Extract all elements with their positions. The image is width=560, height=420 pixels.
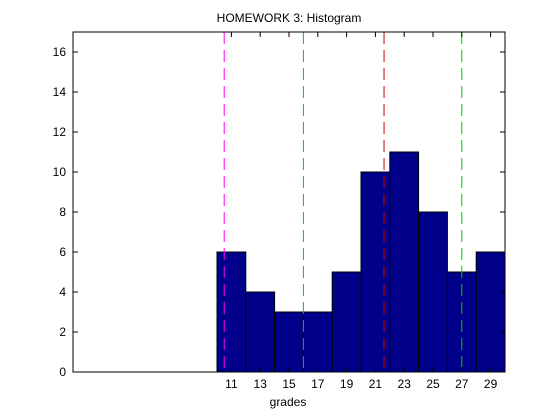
x-tick-label: 15: [282, 377, 296, 391]
x-tick-label: 19: [340, 377, 354, 391]
x-tick-label: 21: [369, 377, 383, 391]
histogram-bar-1: [245, 291, 276, 373]
chart-title: HOMEWORK 3: Histogram: [217, 11, 362, 25]
y-tick-label: 8: [59, 205, 66, 219]
x-tick-label: 27: [455, 377, 469, 391]
histogram-bar-6: [389, 151, 420, 373]
y-tick-label: 4: [59, 285, 66, 299]
x-tick-label: 29: [484, 377, 498, 391]
x-tick-label: 25: [426, 377, 440, 391]
y-tick-label: 0: [59, 365, 66, 379]
histogram-bar-5: [360, 171, 391, 373]
histogram-bar-7: [418, 211, 448, 373]
x-tick-label: 13: [254, 377, 268, 391]
y-tick-label: 12: [53, 125, 67, 139]
x-axis-label: grades: [270, 395, 307, 409]
histogram-bar-0: [216, 251, 247, 373]
x-tick-label: 23: [398, 377, 412, 391]
x-tick-label: 11: [225, 377, 238, 391]
y-tick-label: 2: [59, 325, 66, 339]
ticks-layer: 11 13 15 17 19 21 23 25 27 29 0 2 4 6 8 10 12 14 16: [53, 32, 505, 391]
y-tick-label: 10: [53, 165, 67, 179]
y-tick-label: 14: [53, 85, 67, 99]
bars-layer: [216, 151, 506, 373]
histogram-bar-4: [331, 271, 362, 373]
histogram-bar-2: [274, 311, 304, 373]
y-tick-label: 6: [59, 245, 66, 259]
histogram-bar-9: [475, 251, 506, 373]
reference-lines-layer: [223, 32, 463, 372]
histogram-bar-3: [302, 311, 333, 373]
x-tick-label: 17: [311, 377, 325, 391]
y-tick-label: 16: [53, 45, 67, 59]
